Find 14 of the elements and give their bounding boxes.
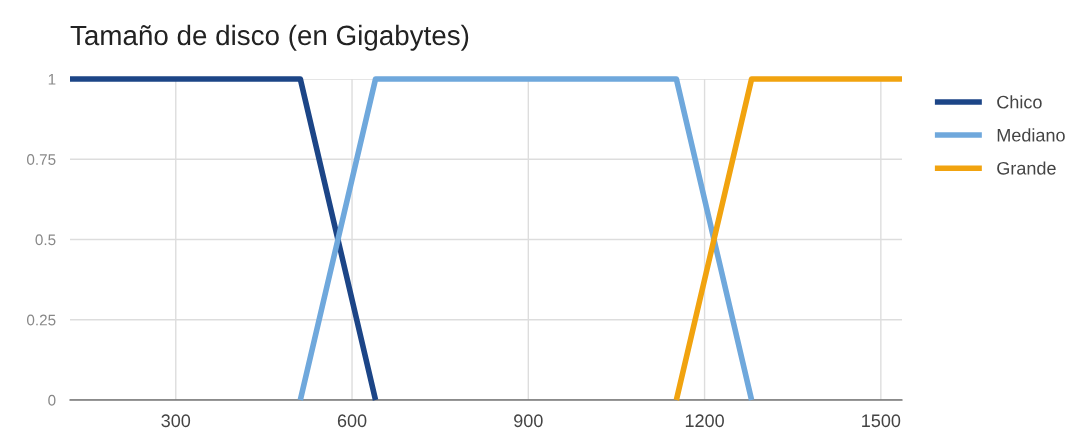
x-tick-label: 300 <box>161 414 191 428</box>
x-tick-label: 600 <box>337 414 367 428</box>
y-tick-label: 0.5 <box>35 234 56 246</box>
y-tick-label: 0.75 <box>26 154 56 165</box>
y-tick-label: 0 <box>48 394 56 406</box>
x-tick-label: 1200 <box>685 414 724 428</box>
x-tick-label: 1500 <box>862 414 901 428</box>
y-tick-label: 0.25 <box>26 314 56 326</box>
legend-label: Grande <box>997 161 1056 175</box>
x-tick-label: 900 <box>514 414 543 428</box>
chart-title: Tamaño de disco (en Gigabytes) <box>70 24 469 51</box>
y-tick-label: 1 <box>48 74 56 85</box>
legend-label: Chico <box>997 95 1042 109</box>
legend-label: Mediano <box>997 128 1065 142</box>
